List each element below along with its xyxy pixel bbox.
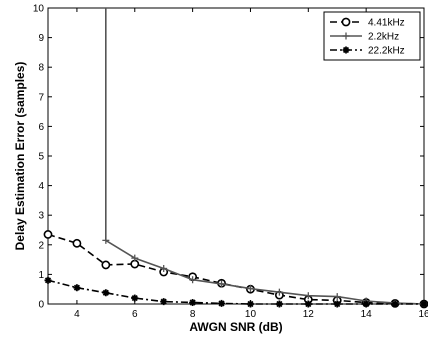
star-stroke — [420, 300, 428, 308]
y-tick-label: 1 — [38, 270, 44, 281]
x-tick-label: 10 — [245, 309, 257, 320]
x-tick-label: 16 — [418, 309, 428, 320]
series-1 — [43, 230, 428, 309]
data-point-star — [160, 298, 168, 306]
legend: 4.41kHz 2.2kHz 22.2kHz — [323, 11, 421, 61]
star-stroke — [189, 299, 196, 306]
legend-label: 22.2kHz — [368, 46, 405, 57]
data-point-star — [44, 276, 52, 284]
series-layer — [43, 8, 428, 309]
star-stroke — [247, 300, 254, 308]
series-line — [47, 279, 424, 305]
data-point-star — [102, 289, 110, 297]
legend-label: 2.2kHz — [368, 32, 399, 43]
data-point-plus — [160, 264, 168, 272]
star-stroke — [160, 298, 167, 305]
data-point-circle — [72, 238, 82, 248]
data-point-star — [420, 300, 428, 308]
data-point-plus — [189, 276, 197, 284]
data-point-star — [218, 299, 226, 307]
data-point-star — [391, 300, 399, 308]
star-stroke — [131, 294, 138, 302]
data-point-star — [246, 300, 254, 308]
data-point-plus — [342, 32, 350, 40]
data-point-star — [362, 300, 370, 308]
x-axis-label: AWGN SNR (dB) — [189, 320, 282, 334]
star-stroke — [363, 300, 370, 308]
data-point-circle — [101, 260, 111, 270]
data-point-plus — [102, 236, 110, 244]
data-point-star — [304, 300, 312, 308]
data-point-plus — [304, 292, 312, 300]
x-tick-label: 14 — [361, 309, 373, 320]
x-tick-label: 12 — [303, 309, 315, 320]
series-3 — [44, 276, 428, 308]
star-stroke — [102, 289, 109, 296]
data-point-plus — [246, 285, 254, 293]
x-tick-label: 6 — [132, 309, 138, 320]
star-stroke — [218, 300, 225, 307]
star-stroke — [334, 300, 341, 308]
y-tick-label: 5 — [38, 152, 44, 163]
y-axis-label: Delay Estimation Error (samples) — [13, 62, 27, 251]
star-stroke — [44, 277, 52, 284]
data-point-plus — [131, 254, 139, 262]
data-point-circle — [43, 230, 53, 239]
y-tick-label: 3 — [38, 211, 44, 222]
data-point-star — [73, 284, 81, 292]
star-stroke — [342, 46, 350, 54]
star-stroke — [73, 284, 81, 291]
y-tick-label: 2 — [38, 240, 44, 251]
legend-label: 4.41kHz — [368, 18, 405, 29]
y-tick-label: 10 — [33, 4, 45, 15]
star-stroke — [391, 300, 399, 308]
data-point-star — [275, 300, 283, 308]
data-point-plus — [218, 280, 226, 288]
x-tick-label: 4 — [74, 309, 80, 320]
data-point-star — [131, 294, 139, 302]
data-point-plus — [275, 288, 283, 296]
data-point-circle — [341, 17, 351, 27]
y-tick-label: 9 — [38, 33, 44, 44]
star-stroke — [276, 300, 283, 308]
data-point-star — [333, 300, 341, 308]
y-tick-label: 6 — [38, 122, 44, 133]
y-tick-label: 7 — [38, 92, 44, 103]
star-stroke — [305, 300, 312, 308]
data-point-plus — [333, 293, 341, 301]
x-tick-label: 8 — [190, 309, 196, 320]
y-tick-label: 8 — [38, 63, 44, 74]
y-tick-label: 4 — [38, 181, 44, 192]
data-point-star — [189, 299, 197, 307]
y-tick-label: 0 — [38, 300, 44, 311]
data-point-star — [342, 46, 350, 54]
